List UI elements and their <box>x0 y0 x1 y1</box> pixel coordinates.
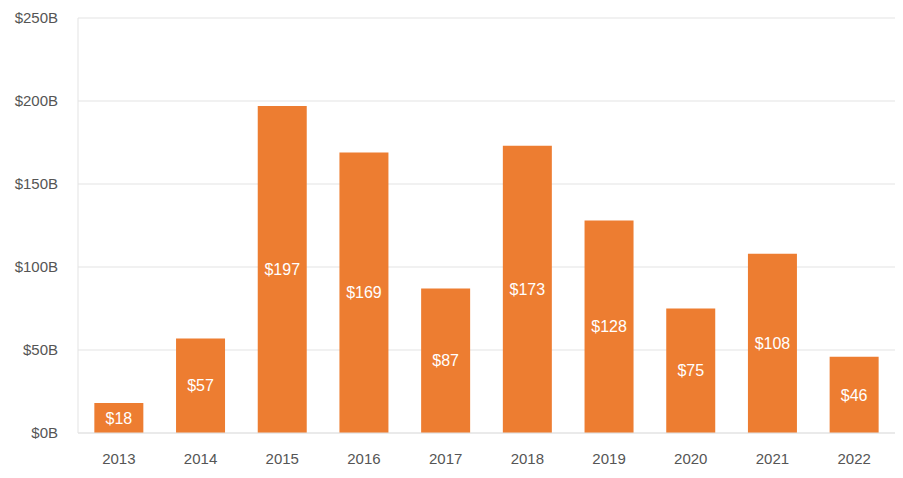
svg-text:$108: $108 <box>755 335 791 352</box>
svg-text:$200B: $200B <box>15 92 58 109</box>
svg-text:$173: $173 <box>510 281 546 298</box>
svg-text:2015: 2015 <box>266 450 299 467</box>
svg-text:2021: 2021 <box>756 450 789 467</box>
svg-text:$57: $57 <box>187 377 214 394</box>
svg-text:$128: $128 <box>591 318 627 335</box>
svg-text:$87: $87 <box>432 352 459 369</box>
svg-text:$75: $75 <box>677 362 704 379</box>
svg-text:$150B: $150B <box>15 175 58 192</box>
svg-text:$197: $197 <box>264 261 300 278</box>
svg-text:$46: $46 <box>841 387 868 404</box>
svg-text:$250B: $250B <box>15 9 58 26</box>
svg-text:$0B: $0B <box>31 424 58 441</box>
svg-text:$169: $169 <box>346 284 382 301</box>
svg-text:$50B: $50B <box>23 341 58 358</box>
svg-text:$100B: $100B <box>15 258 58 275</box>
svg-text:2016: 2016 <box>347 450 380 467</box>
svg-text:2022: 2022 <box>837 450 870 467</box>
svg-text:$18: $18 <box>105 410 132 427</box>
svg-text:2019: 2019 <box>592 450 625 467</box>
svg-text:2017: 2017 <box>429 450 462 467</box>
svg-text:2013: 2013 <box>102 450 135 467</box>
svg-text:2014: 2014 <box>184 450 217 467</box>
svg-text:2020: 2020 <box>674 450 707 467</box>
svg-text:2018: 2018 <box>511 450 544 467</box>
